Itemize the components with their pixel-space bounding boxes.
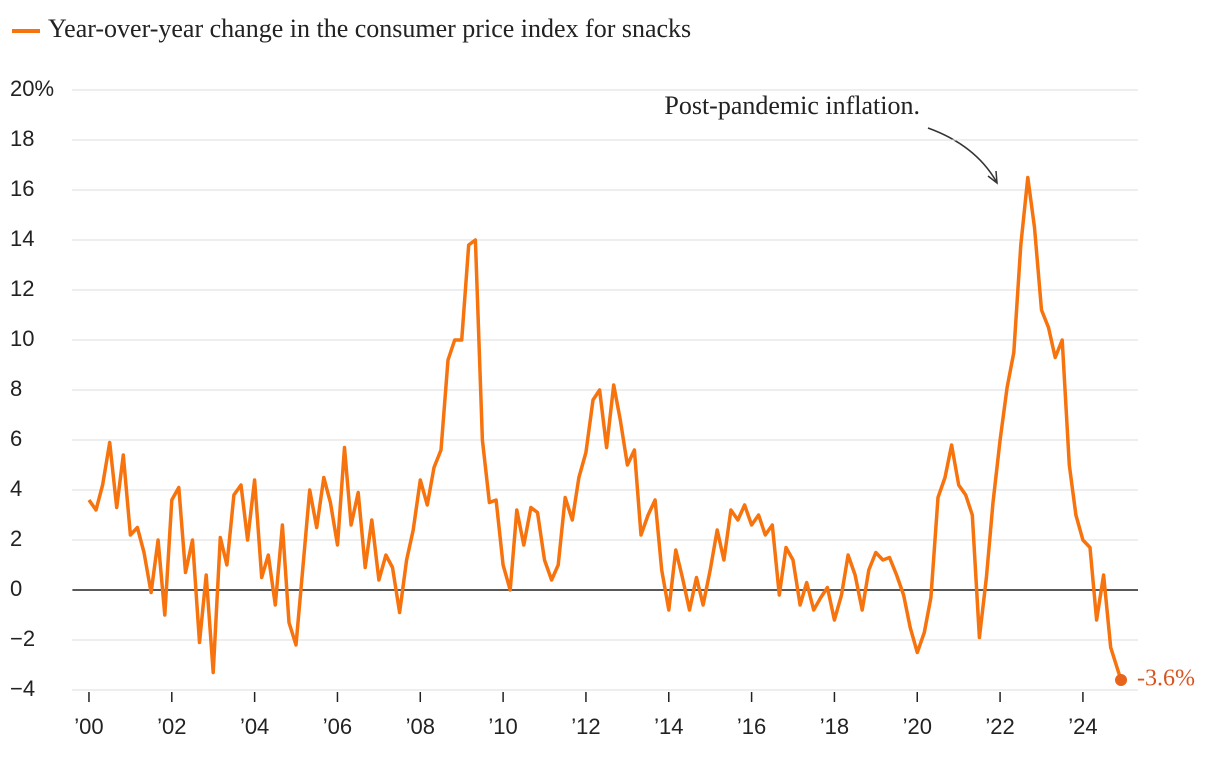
y-tick-label: 20% [10,76,54,101]
x-tick-label: ’08 [406,714,435,739]
y-tick-label: 0 [10,576,22,601]
end-dot [1115,674,1128,686]
y-tick-label: 2 [10,526,22,551]
y-tick-label: 16 [10,176,34,201]
end-label: -3.6% [1137,666,1195,692]
y-tick-label: −2 [10,626,35,651]
x-tick-label: ’16 [737,714,766,739]
x-tick-label: ’02 [157,714,186,739]
legend-label: Year-over-year change in the consumer pr… [48,14,691,43]
y-tick-label: 14 [10,226,34,251]
y-tick-label: 18 [10,126,34,151]
x-tick-label: ’20 [903,714,932,739]
annotation-arrowhead [987,170,998,185]
annotation: Post-pandemic inflation. [664,91,920,120]
annotation-arrow [927,127,997,182]
x-tick-label: ’00 [74,714,103,739]
y-tick-label: 4 [10,476,22,501]
y-tick-label: 10 [10,326,34,351]
x-tick-label: ’24 [1068,714,1097,739]
y-tick-label: 12 [10,276,34,301]
x-tick-label: ’14 [654,714,683,739]
series-line [87,175,1123,681]
x-tick-label: ’22 [985,714,1014,739]
x-tick-label: ’18 [820,714,849,739]
y-tick-label: 6 [10,426,22,451]
x-tick-label: ’06 [323,714,352,739]
x-tick-label: ’04 [240,714,269,739]
y-tick-label: −4 [10,676,35,701]
x-tick-label: ’12 [571,714,600,739]
x-tick-label: ’10 [488,714,517,739]
y-tick-label: 8 [10,376,22,401]
